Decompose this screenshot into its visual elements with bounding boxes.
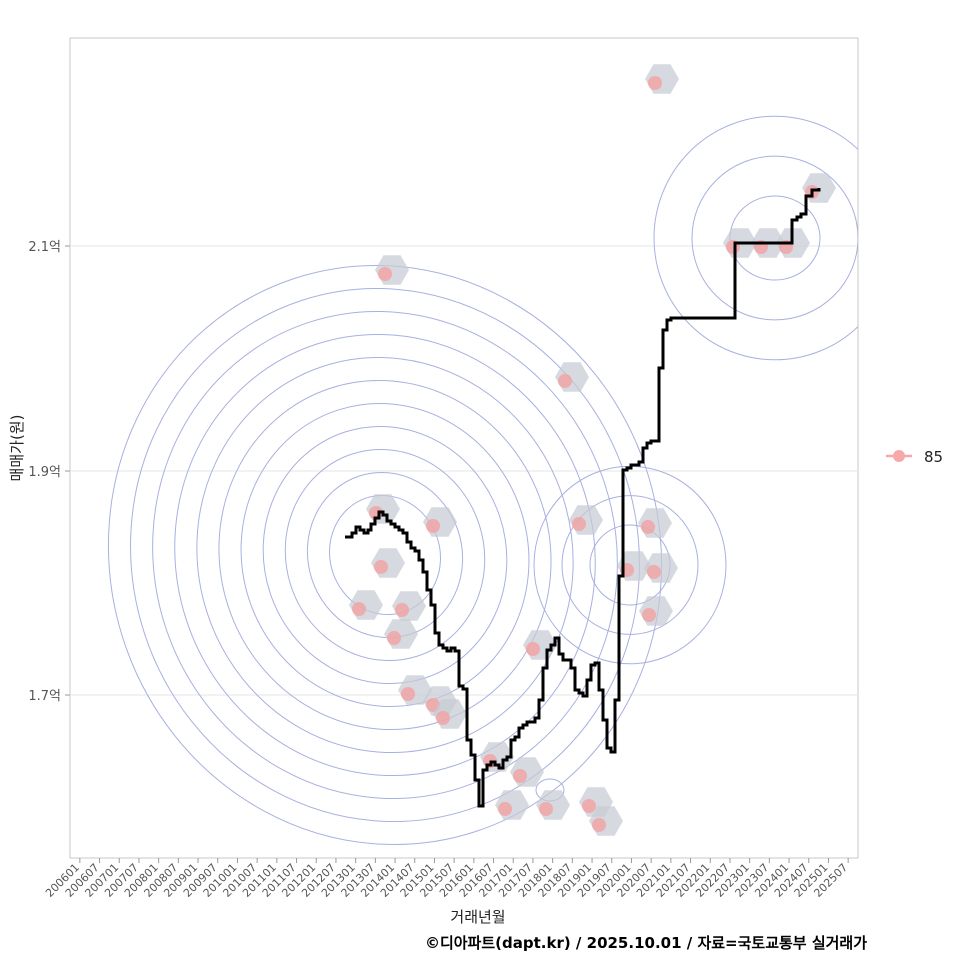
data-point-marker <box>555 362 589 392</box>
transaction-dot <box>647 565 661 579</box>
y-axis-ticks <box>65 245 70 696</box>
transaction-dot <box>648 76 662 90</box>
transaction-dot <box>582 799 596 813</box>
legend-label: 85 <box>924 448 943 466</box>
contour-ring <box>284 448 486 662</box>
contour-ring <box>174 333 596 777</box>
data-point-marker <box>639 596 673 626</box>
transaction-dot <box>374 560 388 574</box>
y-tick-label: 1.9억 <box>28 465 61 480</box>
x-axis-ticks <box>79 858 849 863</box>
data-point-marker <box>384 619 418 649</box>
transaction-dot <box>572 517 586 531</box>
transaction-dot <box>558 374 572 388</box>
y-axis-tick-labels: 2.1억 1.9억 1.7억 <box>28 240 61 704</box>
transaction-dot <box>539 802 553 816</box>
transaction-dot <box>436 711 450 725</box>
transaction-dot <box>642 608 656 622</box>
data-point-marker <box>645 64 679 94</box>
y-axis-title: 매매가(원) <box>8 415 26 482</box>
contour-ring <box>130 287 640 823</box>
transaction-dot <box>498 802 512 816</box>
plot-panel <box>69 37 859 859</box>
transaction-dot <box>513 769 527 783</box>
data-point-marker <box>375 255 409 285</box>
transaction-dot <box>592 818 606 832</box>
footer-credit: ©디아파트(dapt.kr) / 2025.10.01 / 자료=국토교통부 실… <box>425 934 867 952</box>
data-point-marker <box>423 507 457 537</box>
contour-ring <box>561 495 699 635</box>
data-point-marker <box>510 757 544 787</box>
data-point-marker <box>371 548 405 578</box>
price-trend-line <box>345 188 821 808</box>
data-point-marker <box>589 806 623 836</box>
transaction-dot <box>641 520 655 534</box>
contour-ring <box>196 356 574 754</box>
y-tick-label: 2.1억 <box>28 240 61 255</box>
data-point-marker <box>392 591 426 621</box>
data-point-marker <box>398 675 432 705</box>
transaction-dot <box>526 642 540 656</box>
data-point-marker <box>433 699 467 729</box>
y-tick-label: 1.7억 <box>28 689 61 704</box>
data-point-marker <box>569 505 603 535</box>
legend: 85 <box>886 448 943 466</box>
legend-dot-swatch <box>893 450 905 462</box>
data-point-marker <box>495 790 529 820</box>
data-point-marker <box>644 553 678 583</box>
contour-ring <box>691 155 858 321</box>
data-point-marker <box>349 590 383 620</box>
data-point-marker <box>536 790 570 820</box>
transaction-dot <box>387 631 401 645</box>
transaction-dot <box>426 519 440 533</box>
contour-ring <box>107 264 663 846</box>
transaction-dot <box>395 603 409 617</box>
trend-line <box>345 188 821 808</box>
data-point-marker <box>638 508 672 538</box>
transaction-dot <box>352 602 366 616</box>
transaction-dot <box>378 267 392 281</box>
contour-ring <box>653 115 858 361</box>
x-axis-title: 거래년월 <box>450 908 505 926</box>
contour-ring <box>152 310 618 800</box>
transaction-dot <box>401 687 415 701</box>
